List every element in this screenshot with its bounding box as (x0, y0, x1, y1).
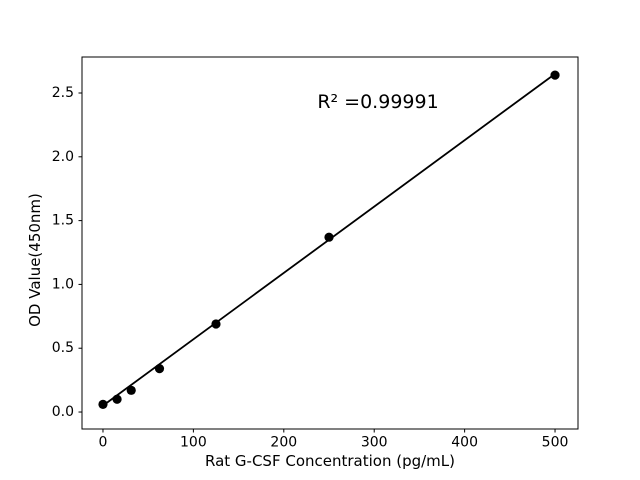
x-axis-label: Rat G-CSF Concentration (pg/mL) (204, 452, 456, 470)
y-tick-label: 1.0 (52, 276, 74, 292)
data-point (112, 394, 122, 404)
data-point (126, 385, 136, 395)
x-tick-label: 500 (542, 435, 569, 451)
data-point (550, 70, 560, 80)
data-point (324, 232, 334, 242)
r-squared-annotation: R² =0.99991 (317, 91, 439, 113)
y-tick-label: 0.0 (52, 404, 74, 420)
data-point (98, 399, 108, 409)
x-tick-label: 300 (361, 435, 388, 451)
y-tick-label: 2.0 (52, 149, 74, 165)
y-axis-label: OD Value(450nm) (26, 193, 44, 327)
data-point (211, 319, 221, 329)
y-tick-label: 2.5 (52, 85, 74, 101)
x-tick-label: 400 (451, 435, 478, 451)
y-tick-label: 1.5 (52, 213, 74, 229)
y-tick-label: 0.5 (52, 340, 74, 356)
plot-frame (81, 56, 579, 430)
data-point (154, 364, 165, 374)
x-tick-label: 200 (270, 435, 297, 451)
x-tick-label: 0 (99, 435, 108, 451)
x-tick-label: 100 (180, 435, 207, 451)
